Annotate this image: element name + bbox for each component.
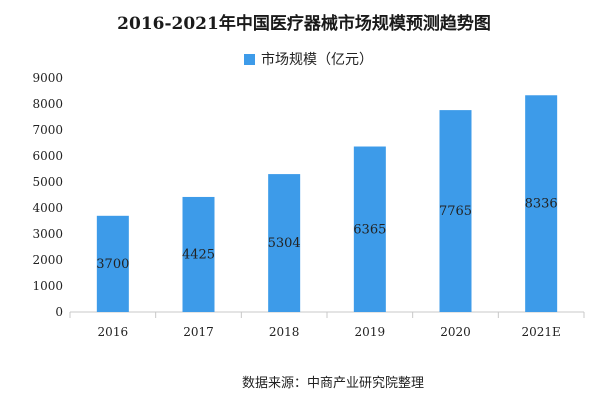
legend-swatch	[244, 53, 255, 65]
source-note: 数据来源：中商产业研究院整理	[242, 376, 425, 391]
bar	[268, 174, 301, 312]
y-tick-label: 0	[55, 305, 63, 319]
legend-label: 市场规模（亿元）	[261, 52, 373, 68]
y-tick-label: 3000	[32, 227, 63, 241]
y-tick-label: 5000	[32, 175, 63, 189]
x-tick-label: 2020	[440, 325, 471, 339]
data-label: 5304	[268, 236, 301, 251]
x-tick-label: 2019	[355, 325, 386, 339]
chart-title: 2016-2021年中国医疗器械市场规模预测趋势图	[117, 14, 491, 34]
x-tick-label: 2016	[98, 325, 129, 339]
y-tick-label: 6000	[32, 149, 63, 163]
bar	[439, 110, 472, 312]
y-tick-label: 2000	[32, 253, 63, 267]
bar	[525, 95, 558, 312]
x-tick-label: 2017	[183, 325, 214, 339]
data-label: 7765	[439, 204, 472, 219]
data-label: 4425	[182, 247, 215, 262]
y-tick-label: 8000	[32, 97, 63, 111]
legend: 市场规模（亿元）	[244, 51, 373, 68]
data-label: 8336	[525, 197, 558, 212]
data-label: 6365	[353, 222, 386, 237]
y-tick-label: 4000	[32, 201, 63, 215]
bar	[182, 196, 215, 312]
y-tick-label: 1000	[32, 279, 63, 293]
y-tick-label: 7000	[32, 123, 63, 137]
x-tick-label: 2018	[269, 325, 300, 339]
data-label: 3700	[96, 257, 129, 272]
x-tick-label: 2021E	[522, 325, 561, 339]
y-tick-label: 9000	[32, 71, 63, 85]
bar	[353, 146, 386, 312]
bar	[96, 215, 129, 312]
